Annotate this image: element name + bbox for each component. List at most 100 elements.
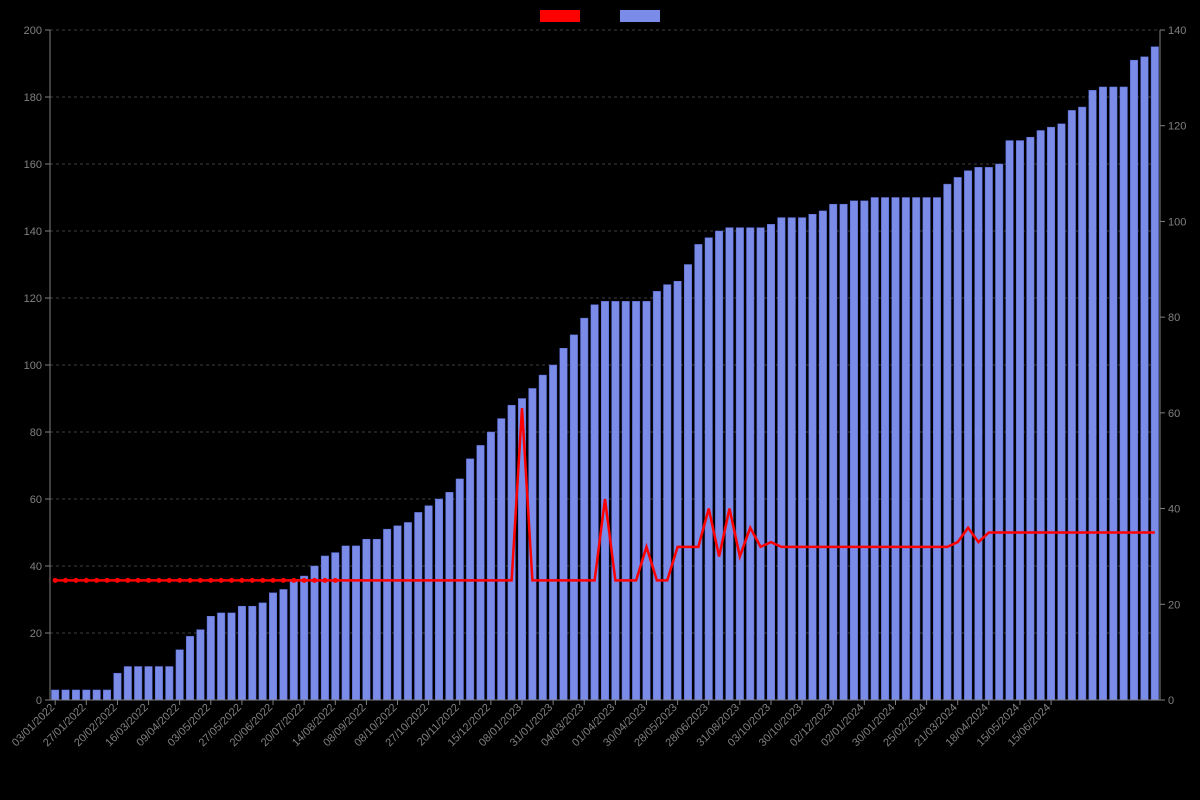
line-marker	[84, 578, 89, 583]
bar	[249, 606, 256, 700]
bar	[103, 690, 110, 700]
bar	[736, 228, 743, 700]
bar	[394, 526, 401, 700]
bar	[487, 432, 494, 700]
bar	[269, 593, 276, 700]
y-left-tick-label: 80	[30, 427, 42, 439]
line-marker	[322, 578, 327, 583]
line-marker	[177, 578, 182, 583]
bar	[871, 198, 878, 701]
y-left-tick-label: 160	[24, 159, 42, 171]
bar	[114, 673, 121, 700]
bar	[664, 285, 671, 700]
bar	[819, 211, 826, 700]
bar	[238, 606, 245, 700]
bar	[259, 603, 266, 700]
bar	[560, 348, 567, 700]
legend-swatch-line	[540, 10, 580, 22]
line-marker	[271, 578, 276, 583]
bar	[612, 301, 619, 700]
combo-chart: 0204060801001201401601802000204060801001…	[0, 0, 1200, 800]
line-marker	[146, 578, 151, 583]
bar	[1099, 87, 1106, 700]
y-left-tick-label: 60	[30, 494, 42, 506]
bar	[332, 553, 339, 700]
bar	[788, 218, 795, 700]
bar	[1078, 107, 1085, 700]
y-left-tick-label: 200	[24, 25, 42, 37]
bar	[311, 566, 318, 700]
line-marker	[302, 578, 307, 583]
bar	[581, 318, 588, 700]
y-right-tick-label: 140	[1168, 25, 1186, 37]
bar	[477, 445, 484, 700]
bar	[902, 198, 909, 701]
line-marker	[105, 578, 110, 583]
bar	[290, 579, 297, 700]
bar	[228, 613, 235, 700]
line-marker	[63, 578, 68, 583]
bar	[1120, 87, 1127, 700]
y-right-tick-label: 40	[1168, 504, 1180, 516]
bar	[809, 214, 816, 700]
bar	[933, 198, 940, 701]
bar	[726, 228, 733, 700]
bar	[300, 576, 307, 700]
bar	[892, 198, 899, 701]
bar	[62, 690, 69, 700]
bar	[404, 522, 411, 700]
bar	[881, 198, 888, 701]
bar	[446, 492, 453, 700]
bar	[632, 301, 639, 700]
line-marker	[250, 578, 255, 583]
line-marker	[156, 578, 161, 583]
bar	[715, 231, 722, 700]
bar	[622, 301, 629, 700]
bar	[975, 167, 982, 700]
bar	[197, 630, 204, 700]
y-left-tick-label: 180	[24, 92, 42, 104]
y-right-tick-label: 0	[1168, 695, 1174, 707]
y-left-tick-label: 120	[24, 293, 42, 305]
bar	[1047, 127, 1054, 700]
line-marker	[167, 578, 172, 583]
line-marker	[219, 578, 224, 583]
legend-swatch-bar	[620, 10, 660, 22]
bar	[539, 375, 546, 700]
bar	[1068, 110, 1075, 700]
y-right-tick-label: 80	[1168, 312, 1180, 324]
bar	[954, 177, 961, 700]
line-marker	[125, 578, 130, 583]
line-marker	[291, 578, 296, 583]
bar	[944, 184, 951, 700]
bar	[923, 198, 930, 701]
bar	[363, 539, 370, 700]
line-marker	[229, 578, 234, 583]
bar	[415, 512, 422, 700]
bar	[746, 228, 753, 700]
bar	[653, 291, 660, 700]
bar	[1110, 87, 1117, 700]
line-marker	[73, 578, 78, 583]
bar	[1130, 60, 1137, 700]
bar	[1027, 137, 1034, 700]
bar	[570, 335, 577, 700]
bar	[674, 281, 681, 700]
bar	[93, 690, 100, 700]
bar	[124, 667, 131, 701]
bar	[186, 636, 193, 700]
y-left-tick-label: 0	[36, 695, 42, 707]
bar	[280, 589, 287, 700]
line-marker	[281, 578, 286, 583]
bar	[861, 201, 868, 700]
y-left-tick-label: 20	[30, 628, 42, 640]
bar	[176, 650, 183, 700]
y-left-tick-label: 100	[24, 360, 42, 372]
bar	[51, 690, 58, 700]
bar	[145, 667, 152, 701]
bar	[767, 224, 774, 700]
bar	[829, 204, 836, 700]
bar	[217, 613, 224, 700]
line-marker	[260, 578, 265, 583]
bar	[643, 301, 650, 700]
